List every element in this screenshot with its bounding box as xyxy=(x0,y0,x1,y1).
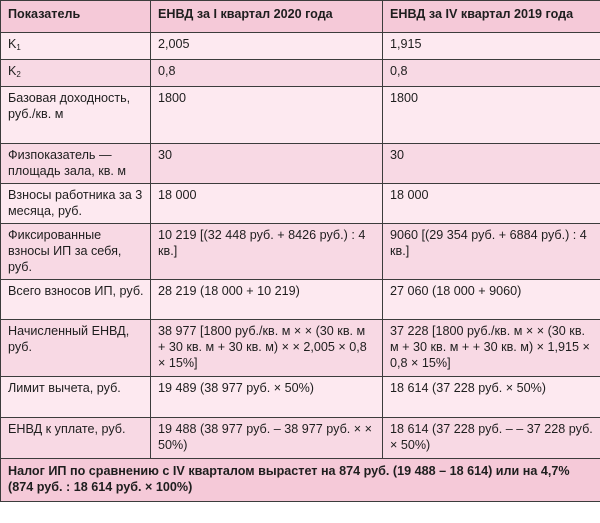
table-row: Взносы работника за 3 месяца, руб. 18 00… xyxy=(0,183,600,224)
table-row: Фиксированные взносы ИП за себя, руб. 10… xyxy=(0,223,600,280)
row-label: Фиксированные взносы ИП за себя, руб. xyxy=(0,223,151,280)
cell-q1-2020: 0,8 xyxy=(150,59,383,87)
row-label: K2 xyxy=(0,59,151,87)
row-label: Базовая доходность, руб./кв. м xyxy=(0,86,151,144)
row-label: Всего взносов ИП, руб. xyxy=(0,279,151,320)
cell-q1-2020: 38 977 [1800 руб./кв. м × × (30 кв. м + … xyxy=(150,319,383,377)
cell-q4-2019: 9060 [(29 354 руб. + 6884 руб.) : 4 кв.] xyxy=(382,223,600,280)
cell-q1-2020: 28 219 (18 000 + 10 219) xyxy=(150,279,383,320)
cell-q1-2020: 18 000 xyxy=(150,183,383,224)
cell-q4-2019: 18 614 (37 228 руб. × 50%) xyxy=(382,376,600,418)
header-q4-2019: ЕНВД за IV квартал 2019 года xyxy=(382,0,600,33)
table-row: Базовая доходность, руб./кв. м 1800 1800 xyxy=(0,86,600,144)
header-q1-2020: ЕНВД за I квартал 2020 года xyxy=(150,0,383,33)
cell-q1-2020: 2,005 xyxy=(150,32,383,60)
row-label: Лимит вычета, руб. xyxy=(0,376,151,418)
row-label: Физпоказатель — площадь зала, кв. м xyxy=(0,143,151,184)
row-label: ЕНВД к уплате, руб. xyxy=(0,417,151,459)
summary-conclusion: Налог ИП по сравнению с IV кварталом выр… xyxy=(0,458,600,502)
row-label-text: K xyxy=(8,64,17,78)
cell-q4-2019: 18 000 xyxy=(382,183,600,224)
table-footer-row: Налог ИП по сравнению с IV кварталом выр… xyxy=(0,458,600,502)
header-indicator: Показатель xyxy=(0,0,151,33)
cell-q4-2019: 27 060 (18 000 + 9060) xyxy=(382,279,600,320)
cell-q1-2020: 19 489 (38 977 руб. × 50%) xyxy=(150,376,383,418)
table-header-row: Показатель ЕНВД за I квартал 2020 года Е… xyxy=(0,0,600,33)
envd-comparison-table: Показатель ЕНВД за I квартал 2020 года Е… xyxy=(0,0,600,502)
cell-q4-2019: 18 614 (37 228 руб. – – 37 228 руб. × 50… xyxy=(382,417,600,459)
table-row: Лимит вычета, руб. 19 489 (38 977 руб. ×… xyxy=(0,376,600,418)
table-row: Физпоказатель — площадь зала, кв. м 30 3… xyxy=(0,143,600,184)
cell-q1-2020: 19 488 (38 977 руб. – 38 977 руб. × × 50… xyxy=(150,417,383,459)
row-label: Взносы работника за 3 месяца, руб. xyxy=(0,183,151,224)
cell-q4-2019: 37 228 [1800 руб./кв. м × × (30 кв. м + … xyxy=(382,319,600,377)
row-label-text: K xyxy=(8,37,17,51)
table-row: K2 0,8 0,8 xyxy=(0,59,600,87)
cell-q4-2019: 0,8 xyxy=(382,59,600,87)
cell-q4-2019: 30 xyxy=(382,143,600,184)
table-row: ЕНВД к уплате, руб. 19 488 (38 977 руб. … xyxy=(0,417,600,459)
cell-q4-2019: 1800 xyxy=(382,86,600,144)
table-row: K1 2,005 1,915 xyxy=(0,32,600,60)
row-label: Начисленный ЕНВД, руб. xyxy=(0,319,151,377)
table-row: Начисленный ЕНВД, руб. 38 977 [1800 руб.… xyxy=(0,319,600,377)
cell-q1-2020: 30 xyxy=(150,143,383,184)
cell-q1-2020: 10 219 [(32 448 руб. + 8426 руб.) : 4 кв… xyxy=(150,223,383,280)
row-label-subscript: 2 xyxy=(16,70,21,79)
table-row: Всего взносов ИП, руб. 28 219 (18 000 + … xyxy=(0,279,600,320)
cell-q4-2019: 1,915 xyxy=(382,32,600,60)
row-label-subscript: 1 xyxy=(16,43,21,52)
row-label: K1 xyxy=(0,32,151,60)
cell-q1-2020: 1800 xyxy=(150,86,383,144)
